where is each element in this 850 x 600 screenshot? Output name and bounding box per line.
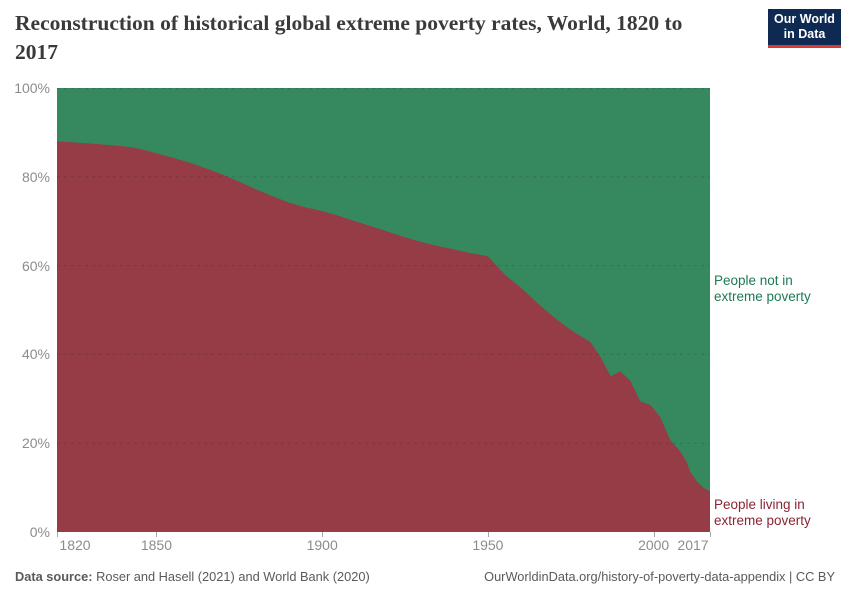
x-axis-tick	[156, 532, 158, 537]
x-axis-tick-label: 2017	[677, 537, 709, 553]
chart-footer: Data source: Roser and Hasell (2021) and…	[15, 569, 835, 587]
owid-logo-line2: in Data	[783, 27, 826, 41]
owid-logo-line1: Our World	[774, 12, 835, 26]
x-axis-tick	[487, 532, 489, 537]
x-axis-tick-label: 1820	[59, 537, 91, 553]
x-axis-tick-label: 2000	[638, 537, 670, 553]
y-axis-tick-label: 0%	[29, 524, 50, 540]
y-axis-tick-label: 40%	[21, 346, 50, 363]
x-axis-tick	[57, 532, 58, 537]
x-axis-tick	[653, 532, 655, 537]
x-axis-tick-label: 1950	[472, 537, 504, 553]
plot-area[interactable]	[57, 88, 710, 532]
x-axis-tick	[710, 532, 711, 537]
chart-title: Reconstruction of historical global extr…	[15, 11, 683, 64]
y-axis-tick-label: 100%	[14, 80, 50, 96]
series-label-living-in-extreme-poverty: People living in extreme poverty	[714, 497, 811, 528]
x-axis-tick-label: 1850	[140, 537, 173, 553]
y-axis-tick-label: 20%	[21, 435, 50, 452]
x-axis-tick-label: 1900	[306, 537, 338, 553]
y-axis-tick-label: 60%	[21, 257, 50, 274]
owid-logo[interactable]: Our World in Data	[768, 9, 841, 48]
data-source-text: Roser and Hasell (2021) and World Bank (…	[92, 569, 370, 584]
owid-url-license-link[interactable]: OurWorldinData.org/history-of-poverty-da…	[484, 569, 835, 584]
y-axis-tick-label: 80%	[21, 168, 50, 185]
series-label-not-in-extreme-poverty: People not in extreme poverty	[714, 273, 811, 304]
data-source-label: Data source:	[15, 569, 93, 584]
data-source-note: Data source: Roser and Hasell (2021) and…	[15, 569, 370, 584]
area-people-living-in-extreme-poverty[interactable]	[57, 141, 710, 532]
x-axis-tick	[322, 532, 324, 537]
